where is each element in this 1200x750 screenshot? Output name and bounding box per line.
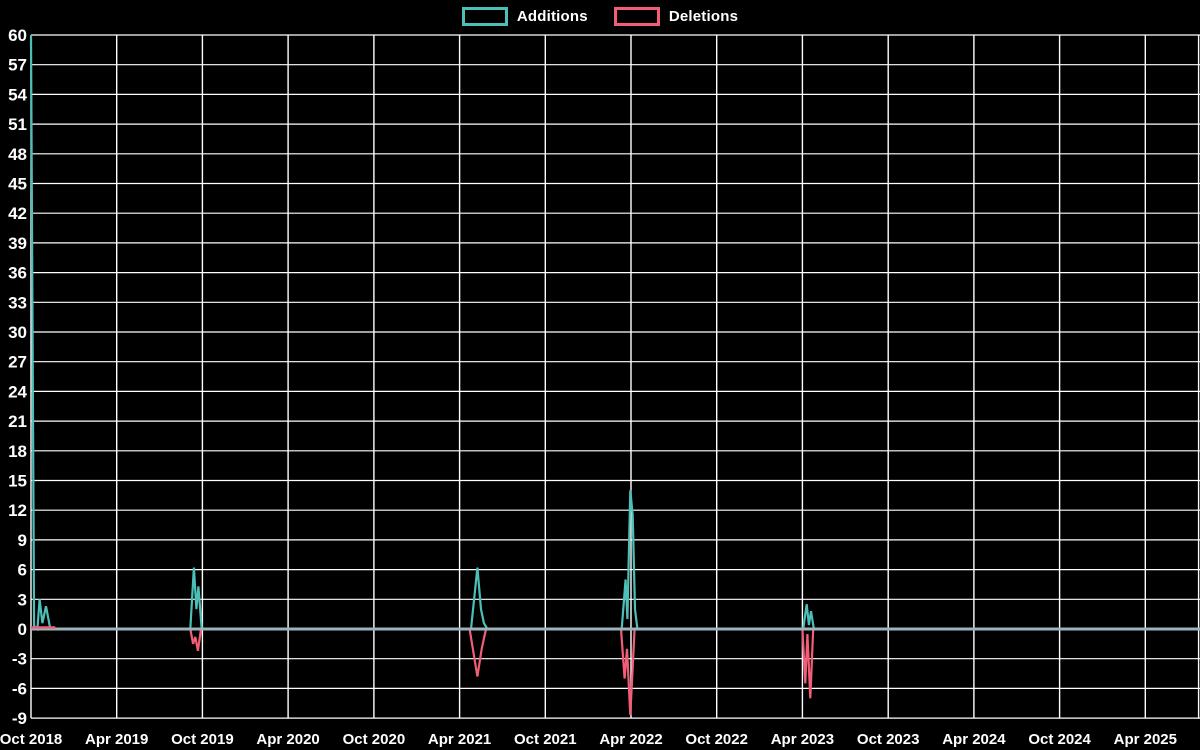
svg-text:57: 57	[8, 56, 27, 75]
svg-text:-6: -6	[12, 679, 27, 698]
svg-text:Apr 2024: Apr 2024	[942, 731, 1006, 748]
svg-text:51: 51	[8, 115, 27, 134]
svg-text:6: 6	[18, 561, 27, 580]
svg-text:Oct 2023: Oct 2023	[857, 731, 920, 748]
svg-text:Oct 2019: Oct 2019	[171, 731, 234, 748]
svg-text:Apr 2023: Apr 2023	[771, 731, 834, 748]
svg-text:9: 9	[18, 531, 27, 550]
svg-text:45: 45	[8, 175, 27, 194]
svg-text:54: 54	[8, 85, 27, 104]
svg-text:60: 60	[8, 26, 27, 45]
legend-item-additions[interactable]: Additions	[461, 7, 588, 26]
svg-text:Oct 2020: Oct 2020	[343, 731, 406, 748]
legend-label-additions: Additions	[516, 8, 588, 25]
svg-text:Oct 2022: Oct 2022	[685, 731, 748, 748]
svg-text:12: 12	[8, 501, 27, 520]
svg-text:Apr 2022: Apr 2022	[599, 731, 662, 748]
svg-text:3: 3	[18, 590, 27, 609]
svg-text:48: 48	[8, 145, 27, 164]
chart-legend: Additions Deletions	[0, 7, 1200, 26]
svg-text:36: 36	[8, 264, 27, 283]
svg-text:18: 18	[8, 442, 27, 461]
svg-text:Apr 2021: Apr 2021	[428, 731, 491, 748]
deletions-swatch-icon	[613, 7, 660, 26]
svg-text:0: 0	[18, 620, 27, 639]
svg-text:42: 42	[8, 204, 27, 223]
svg-text:Oct 2024: Oct 2024	[1028, 731, 1091, 748]
svg-text:21: 21	[8, 412, 27, 431]
svg-text:33: 33	[8, 293, 27, 312]
svg-text:15: 15	[8, 472, 27, 491]
svg-text:-9: -9	[12, 709, 27, 728]
svg-text:Apr 2019: Apr 2019	[85, 731, 148, 748]
svg-text:27: 27	[8, 353, 27, 372]
svg-text:Oct 2021: Oct 2021	[514, 731, 577, 748]
svg-text:-3: -3	[12, 650, 27, 669]
svg-text:39: 39	[8, 234, 27, 253]
svg-text:30: 30	[8, 323, 27, 342]
svg-text:Apr 2025: Apr 2025	[1114, 731, 1177, 748]
svg-text:Oct 2018: Oct 2018	[0, 731, 62, 748]
legend-item-deletions[interactable]: Deletions	[613, 7, 739, 26]
svg-text:Apr 2020: Apr 2020	[256, 731, 319, 748]
svg-text:24: 24	[8, 382, 27, 401]
additions-swatch-icon	[461, 7, 508, 26]
legend-label-deletions: Deletions	[668, 8, 739, 25]
